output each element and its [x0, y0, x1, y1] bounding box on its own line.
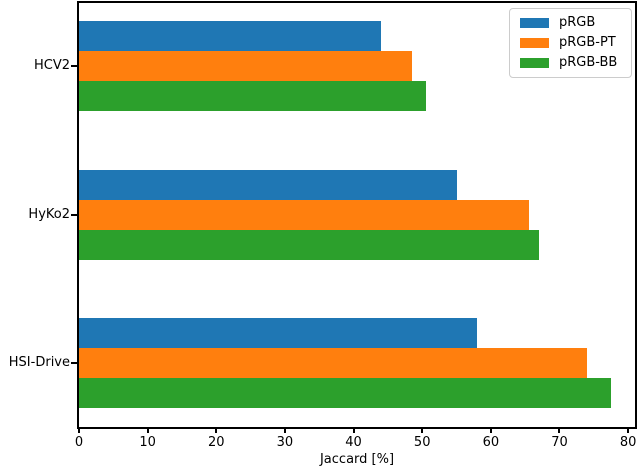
legend-item-prgb-pt: pRGB-PT	[520, 33, 623, 53]
x-tick-label-40: 40	[345, 435, 362, 450]
legend-swatch-prgb-bb	[520, 58, 549, 68]
bar-hsi-drive-prgb-pt	[79, 348, 587, 378]
y-tick-label-hsi-drive: HSI-Drive	[8, 355, 70, 370]
x-tick-label-50: 50	[413, 435, 431, 450]
x-tick-label-20: 20	[208, 435, 225, 450]
x-tick-mark-30	[283, 428, 286, 433]
bar-hsi-drive-prgb	[79, 318, 478, 348]
bar-hyko2-prgb-pt	[79, 199, 529, 230]
x-axis-title: Jaccard [%]	[319, 452, 395, 467]
x-tick-mark-40	[352, 428, 355, 433]
y-tick-label-hyko2: HyKo2	[28, 206, 70, 222]
x-tick-mark-60	[489, 428, 492, 433]
bar-hcv2-prgb-pt	[79, 51, 412, 81]
x-tick-mark-10	[146, 428, 149, 433]
legend-label-prgb: pRGB	[559, 15, 596, 30]
bar-hcv2-prgb	[79, 21, 382, 51]
y-tick-label-hcv2: HCV2	[33, 58, 70, 73]
bar-hyko2-prgb	[79, 169, 457, 200]
x-tick-mark-20	[215, 428, 218, 433]
legend-item-prgb-bb: pRGB-BB	[520, 53, 623, 73]
legend: pRGB pRGB-PT pRGB-BB	[509, 8, 632, 78]
x-tick-label-60: 60	[482, 435, 500, 450]
y-tick-mark-hsi-drive	[71, 362, 78, 364]
x-tick-label-70: 70	[551, 435, 568, 450]
legend-item-prgb: pRGB	[520, 13, 623, 33]
legend-label-prgb-pt: pRGB-PT	[559, 35, 616, 50]
x-tick-mark-80	[627, 428, 630, 433]
x-tick-label-10: 10	[139, 435, 156, 450]
x-tick-label-30: 30	[276, 435, 294, 450]
y-tick-mark-hyko2	[71, 213, 78, 216]
x-tick-mark-0	[78, 428, 80, 433]
x-tick-mark-50	[421, 428, 424, 433]
bar-hyko2-prgb-bb	[79, 229, 539, 260]
bar-hsi-drive-prgb-bb	[79, 378, 611, 408]
legend-label-prgb-bb: pRGB-BB	[559, 55, 618, 70]
x-tick-label-0: 0	[74, 435, 84, 450]
y-tick-mark-hcv2	[71, 65, 78, 67]
legend-swatch-prgb-pt	[520, 38, 549, 48]
x-tick-mark-70	[558, 428, 561, 433]
bar-hcv2-prgb-bb	[79, 81, 426, 111]
legend-swatch-prgb	[520, 18, 549, 28]
x-tick-label-80: 80	[619, 435, 637, 450]
